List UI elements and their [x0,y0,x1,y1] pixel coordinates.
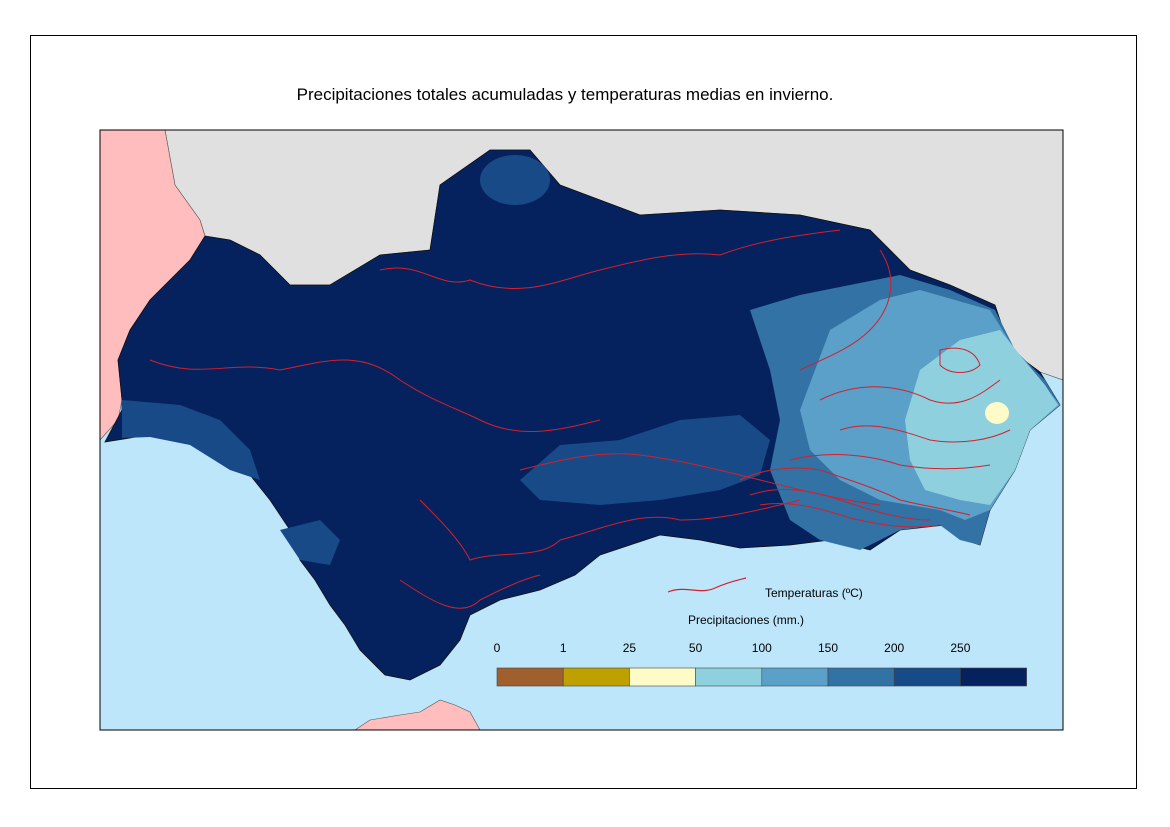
precipitation-colorbar [496,667,1027,687]
precip-zone-driest [985,402,1009,424]
temperature-legend-label: Temperaturas (ºC) [765,586,863,600]
colorbar-segment [761,667,829,687]
colorbar-segment [827,667,895,687]
colorbar-tick-label: 100 [751,641,772,655]
colorbar-segment [695,667,763,687]
precip-zone-north [480,155,550,205]
temperature-legend-sample [667,577,747,593]
colorbar-segment [629,667,696,687]
map-title: Precipitaciones totales acumuladas y tem… [296,85,834,104]
colorbar-tick-label: 1 [559,641,567,655]
colorbar-segment [893,667,961,687]
precip-zone-southwest [280,520,340,565]
temperature-isolines [149,229,1011,609]
precip-zone-almeria [905,330,1058,505]
precip-zone-west [122,400,260,480]
colorbar-tick-label: 200 [884,641,905,655]
colorbar-tick-label: 0 [493,641,501,655]
precip-zone-central [520,415,770,505]
colorbar-tick-label: 25 [622,641,637,655]
colorbar-segment [562,667,630,687]
colorbar-tick-label: 50 [688,641,703,655]
colorbar-tick-label: 250 [950,641,971,655]
precipitation-legend-label: Precipitaciones (mm.) [688,613,805,627]
colorbar-segment [496,667,564,687]
africa-region [354,699,481,730]
colorbar-segment [960,667,1027,687]
map-border [99,129,1064,731]
colorbar-tick-label: 150 [817,641,839,655]
